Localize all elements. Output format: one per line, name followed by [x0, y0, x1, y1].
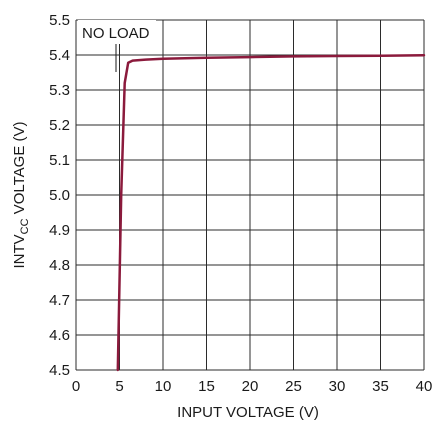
annotation-background: [78, 20, 156, 44]
x-tick-label: 40: [416, 378, 433, 395]
x-tick-label: 25: [285, 378, 302, 395]
y-tick-label: 5.4: [49, 47, 70, 64]
y-tick-label: 5.0: [49, 187, 70, 204]
x-tick-label: 15: [198, 378, 215, 395]
y-tick-label: 5.1: [49, 152, 70, 169]
series-line: [116, 54, 426, 372]
y-tick-label: 5.3: [49, 82, 70, 99]
x-tick-label: 10: [155, 378, 172, 395]
x-tick-label: 20: [242, 378, 259, 395]
y-axis-label-rest: VOLTAGE (V): [11, 121, 28, 218]
annotation-no-load: NO LOAD: [82, 25, 150, 42]
tick-labels: 0 5 10 15 20 25 30 35 40 4.5 4.6 4.7 4.8 4.9 5.0 5.1 5.2…: [49, 12, 432, 395]
x-tick-label: 35: [372, 378, 389, 395]
annotation-layer: NO LOAD: [78, 20, 156, 72]
x-tick-label: 0: [72, 378, 80, 395]
y-tick-label: 5.2: [49, 117, 70, 134]
y-tick-label: 4.9: [49, 222, 70, 239]
series-layer: [116, 54, 426, 372]
x-tick-label: 5: [115, 378, 123, 395]
x-tick-label: 30: [329, 378, 346, 395]
y-tick-label: 4.7: [49, 292, 70, 309]
y-axis-label: INTVCC VOLTAGE (V): [11, 121, 31, 268]
y-tick-label: 4.5: [49, 362, 70, 379]
y-tick-label: 4.8: [49, 257, 70, 274]
y-axis-label-main: INTV: [11, 234, 28, 268]
y-tick-label: 4.6: [49, 327, 70, 344]
x-axis-label: INPUT VOLTAGE (V): [177, 404, 319, 421]
grid: [75, 19, 425, 371]
y-tick-label: 5.5: [49, 12, 70, 29]
y-axis-label-subscript: CC: [19, 218, 31, 234]
